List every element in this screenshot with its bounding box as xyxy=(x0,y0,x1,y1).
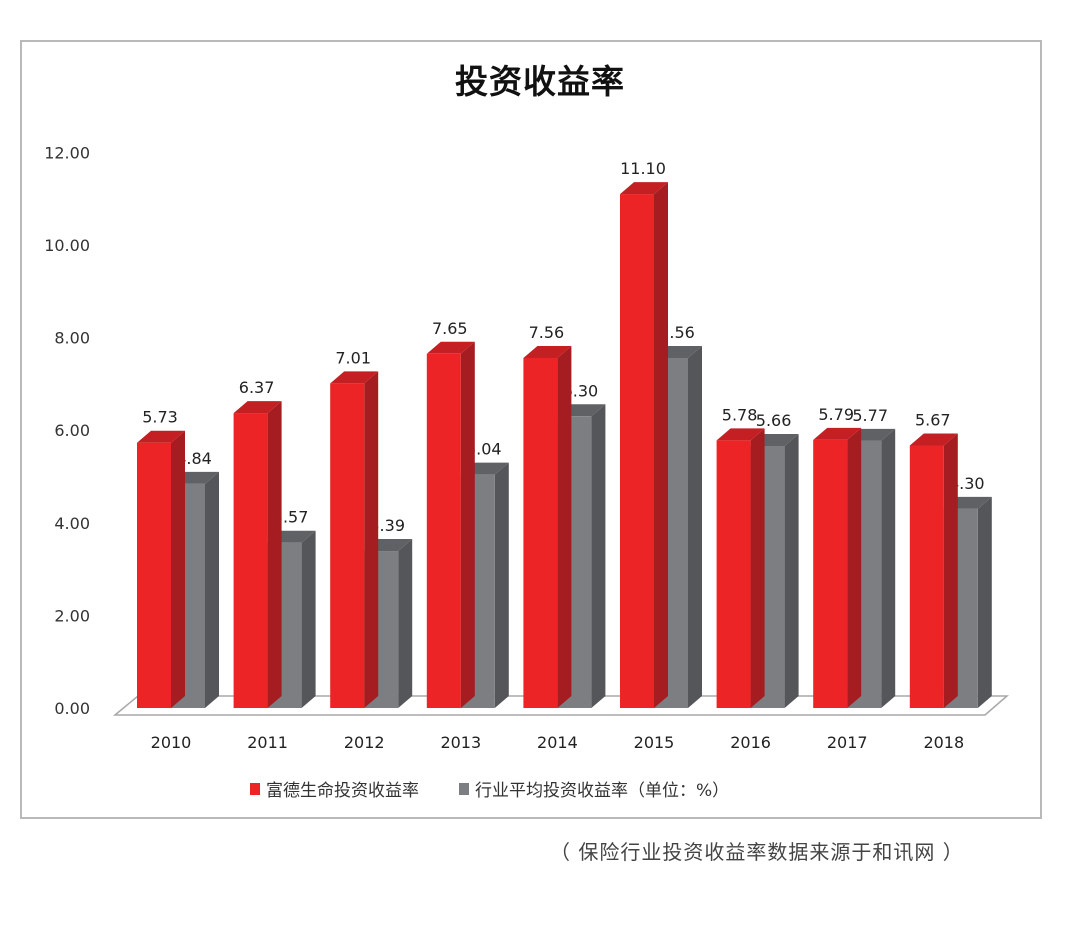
bar-series-1 xyxy=(977,496,992,708)
bar-series-0 xyxy=(233,401,282,414)
data-label: 7.65 xyxy=(432,319,468,338)
data-label: 5.78 xyxy=(722,405,758,424)
bar-series-0 xyxy=(943,433,958,708)
data-label: 7.56 xyxy=(659,323,695,342)
bar-series-0 xyxy=(716,440,751,708)
bar-series-0 xyxy=(750,428,765,708)
bar-series-1 xyxy=(205,471,219,708)
bar-series-0 xyxy=(813,427,862,440)
bar-series-0 xyxy=(523,345,572,358)
data-label: 5.67 xyxy=(915,410,951,429)
chart-legend: 富德生命投资收益率 行业平均投资收益率（单位：%） xyxy=(250,776,769,801)
y-tick-label: 0.00 xyxy=(54,699,90,718)
x-tick-label: 2017 xyxy=(827,733,868,752)
data-label: 5.04 xyxy=(466,440,502,459)
x-tick-label: 2014 xyxy=(537,733,578,752)
bar-series-0 xyxy=(171,430,185,708)
bar-series-0 xyxy=(426,341,475,354)
chart-title: 投资收益率 xyxy=(455,62,625,101)
data-label: 6.37 xyxy=(239,378,275,397)
bar-series-0 xyxy=(557,345,572,708)
x-tick-label: 2011 xyxy=(247,733,288,752)
bar-series-0 xyxy=(460,341,475,708)
bar-series-0 xyxy=(523,357,558,708)
bar-series-0 xyxy=(909,433,958,446)
legend-swatch-gray xyxy=(459,782,469,795)
x-tick-label: 2013 xyxy=(440,733,481,752)
legend-label-series-0: 富德生命投资收益率 xyxy=(266,781,419,801)
data-label: 4.84 xyxy=(176,449,212,468)
data-label: 7.01 xyxy=(335,348,371,367)
data-label: 4.30 xyxy=(949,474,985,493)
y-tick-label: 2.00 xyxy=(54,606,90,625)
bar-series-0 xyxy=(233,413,268,708)
x-tick-label: 2015 xyxy=(634,733,675,752)
bar-series-0 xyxy=(847,427,862,708)
bar-series-0 xyxy=(364,371,379,708)
bar-series-0 xyxy=(267,401,282,708)
bar-series-0 xyxy=(137,442,171,708)
bar-series-1 xyxy=(494,462,509,708)
source-note: （ 保险行业投资收益率数据来源于和讯网 ） xyxy=(550,840,964,864)
legend-label-series-1: 行业平均投资收益率（单位：%） xyxy=(475,781,730,801)
bar-series-0 xyxy=(137,430,185,443)
data-label: 11.10 xyxy=(620,159,666,178)
y-tick-label: 4.00 xyxy=(54,514,90,533)
bar-series-1 xyxy=(784,433,799,708)
y-tick-label: 6.00 xyxy=(54,421,90,440)
legend-item-series-1: 行业平均投资收益率（单位：%） xyxy=(459,776,729,801)
x-tick-label: 2018 xyxy=(923,733,964,752)
x-tick-label: 2012 xyxy=(344,733,385,752)
x-tick-label: 2016 xyxy=(730,733,771,752)
y-tick-label: 8.00 xyxy=(54,329,90,348)
bar-series-0 xyxy=(716,428,765,441)
bar-series-1 xyxy=(398,539,413,708)
legend-item-series-0: 富德生命投资收益率 xyxy=(250,776,419,801)
legend-swatch-red xyxy=(250,782,260,795)
data-label: 5.79 xyxy=(818,405,854,424)
bar-series-1 xyxy=(688,345,702,708)
data-label: 5.66 xyxy=(756,411,792,430)
bar-series-1 xyxy=(301,530,316,708)
bar-series-0 xyxy=(620,194,654,708)
bar-series-0 xyxy=(330,371,379,384)
y-tick-label: 10.00 xyxy=(44,236,90,255)
bar-series-1 xyxy=(591,404,606,708)
data-label: 3.57 xyxy=(273,508,309,527)
bar-series-0 xyxy=(813,439,848,708)
bar-series-0 xyxy=(909,445,944,708)
data-label: 5.73 xyxy=(142,408,178,427)
bar-series-0 xyxy=(426,353,461,708)
data-label: 7.56 xyxy=(529,323,565,342)
data-label: 3.39 xyxy=(369,516,405,535)
y-tick-label: 12.00 xyxy=(44,143,90,162)
data-label: 6.30 xyxy=(563,381,599,400)
bar-series-0 xyxy=(620,182,668,195)
bar-series-0 xyxy=(654,182,668,708)
bar-series-0 xyxy=(330,383,365,708)
x-tick-label: 2010 xyxy=(151,733,192,752)
bar-series-1 xyxy=(881,428,896,708)
data-label: 5.77 xyxy=(852,406,888,425)
